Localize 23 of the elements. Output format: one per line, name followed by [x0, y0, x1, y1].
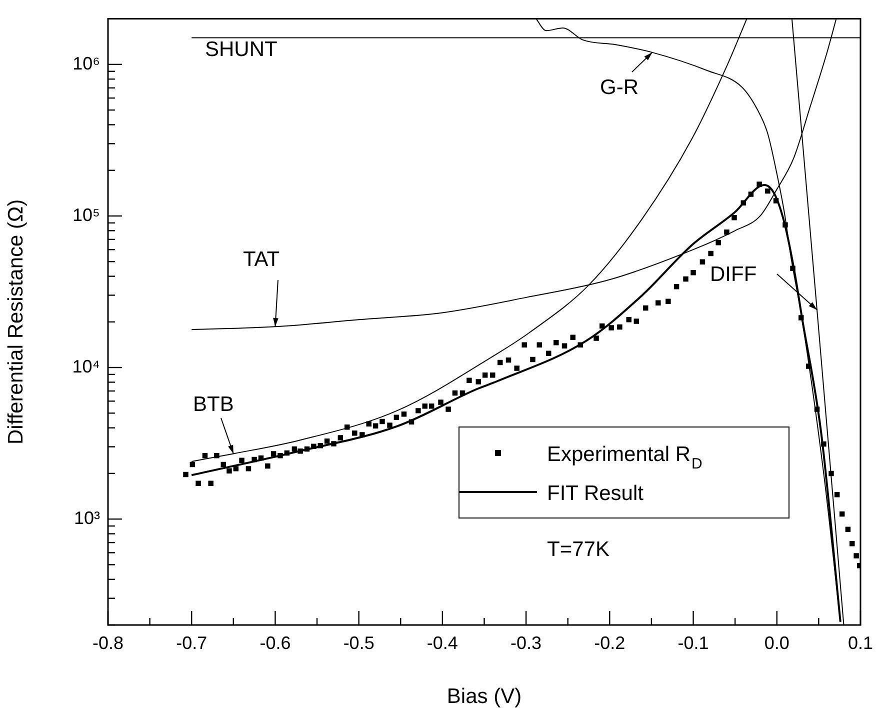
y-tick-label: 10⁴	[72, 356, 100, 376]
x-tick-label: 0.1	[848, 632, 874, 653]
x-tick-label: -0.4	[426, 632, 458, 653]
x-tick-label: -0.5	[343, 632, 374, 653]
x-tick-label: -0.1	[678, 632, 709, 653]
text: TAT	[243, 248, 280, 271]
x-tick-label: -0.3	[510, 632, 542, 653]
y-tick-label: 10⁵	[72, 204, 100, 225]
series-label: BTB	[193, 393, 234, 416]
x-axis-title: Bias (V)	[446, 685, 522, 708]
x-tick-label: -0.6	[260, 632, 291, 653]
series-label: G-R	[600, 76, 638, 99]
legend-label: FIT Result	[547, 482, 644, 505]
x-tick-label: -0.8	[92, 632, 124, 653]
x-tick-label: 0.0	[764, 632, 790, 653]
y-axis-title: Differential Resistance (Ω)	[4, 199, 28, 445]
y-tick-label: 10⁶	[72, 53, 100, 74]
y-tick-label: 10³	[74, 508, 100, 528]
annotation: T=77K	[547, 538, 610, 561]
series-label: SHUNT	[205, 38, 278, 61]
x-tick-label: -0.2	[594, 632, 626, 653]
text: DIFF	[710, 263, 757, 286]
x-tick-label: -0.7	[176, 632, 208, 653]
